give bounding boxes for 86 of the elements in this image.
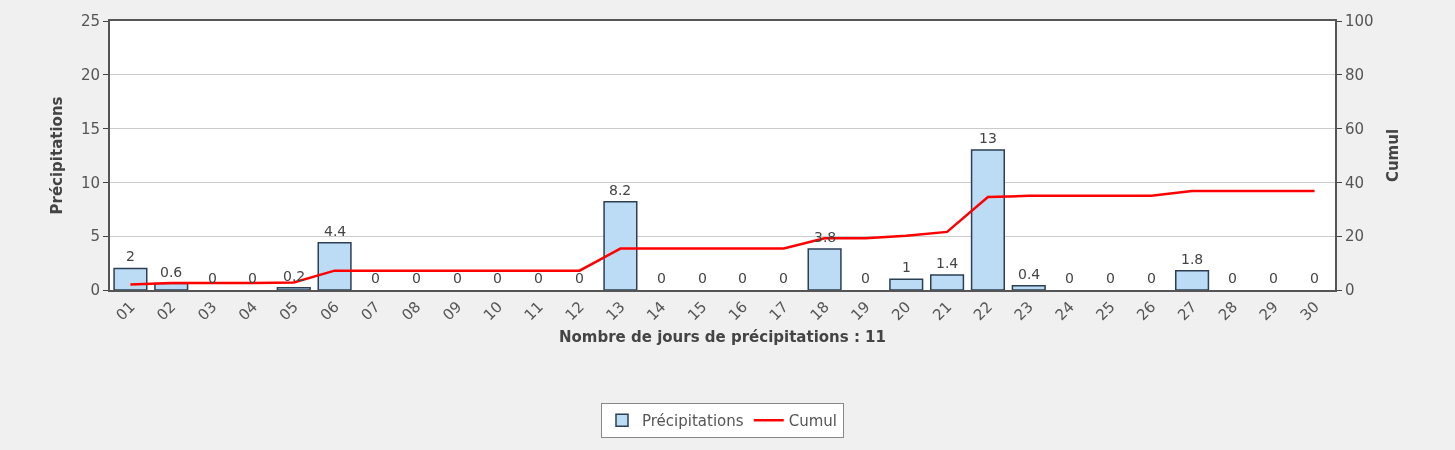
x-tick-label: 18 <box>806 297 833 325</box>
data-label: 0 <box>779 270 788 286</box>
y-axis-title: Précipitations <box>47 96 66 215</box>
data-label: 0 <box>1106 270 1115 286</box>
y2-tick-label: 0 <box>1345 281 1355 300</box>
legend-label: Cumul <box>788 412 838 431</box>
data-label: 0 <box>575 270 584 286</box>
x-tick-label: 16 <box>724 297 752 325</box>
x-tick-label: 14 <box>643 297 670 325</box>
data-label: 0 <box>1310 270 1319 286</box>
x-tick-label: 17 <box>765 297 792 325</box>
data-label: 0 <box>493 270 502 286</box>
bar <box>113 267 148 290</box>
data-label: 0.6 <box>160 264 183 280</box>
x-tick-label: 11 <box>520 297 547 325</box>
bar <box>930 274 965 290</box>
legend-label: Précipitations <box>642 412 744 431</box>
x-tick-label: 02 <box>153 297 180 325</box>
x-tick-label: 08 <box>398 297 425 325</box>
data-label: 0 <box>208 270 217 286</box>
x-tick-label: 22 <box>969 297 997 325</box>
data-label: 1.8 <box>1181 251 1204 267</box>
data-label: 8.2 <box>609 182 632 198</box>
y2-tick-label: 40 <box>1345 173 1365 192</box>
data-label: 0 <box>738 270 747 286</box>
data-label: 4.4 <box>324 223 347 239</box>
x-tick-label: 13 <box>602 297 629 325</box>
data-label: 0 <box>657 270 666 286</box>
x-tick-label: 28 <box>1214 297 1242 325</box>
y2-tick-label: 80 <box>1345 66 1365 85</box>
x-tick-label: 05 <box>275 297 302 325</box>
x-tick-label: 23 <box>1010 297 1037 325</box>
data-label: 0 <box>453 270 462 286</box>
x-tick-label: 27 <box>1173 297 1201 325</box>
x-tick-label: 12 <box>561 297 588 325</box>
x-tick-label: 01 <box>112 297 139 325</box>
data-label: 0.2 <box>283 268 306 284</box>
data-label: 0 <box>534 270 543 286</box>
x-tick-label: 07 <box>357 297 384 325</box>
data-label: 13 <box>979 130 997 146</box>
bar <box>1011 284 1046 290</box>
data-label: 0 <box>1228 270 1237 286</box>
data-label: 0 <box>412 270 421 286</box>
x-tick-label: 19 <box>847 297 874 325</box>
data-label: 0 <box>861 270 870 286</box>
x-tick-label: 03 <box>193 297 221 325</box>
bar <box>1175 269 1210 290</box>
x-tick-label: 09 <box>438 297 466 325</box>
x-tick-label: 30 <box>1296 297 1323 325</box>
data-label: 0 <box>1065 270 1074 286</box>
data-label: 0 <box>1269 270 1278 286</box>
bar <box>970 149 1005 290</box>
bar <box>603 201 638 290</box>
bar <box>317 241 352 290</box>
y2-axis-title: Cumul <box>1384 128 1403 183</box>
data-label: 1 <box>902 259 911 275</box>
x-tick-label: 10 <box>479 297 507 325</box>
data-label: 0 <box>371 270 380 286</box>
x-tick-label: 21 <box>928 297 956 325</box>
data-label: 0 <box>1147 270 1156 286</box>
y-tick-label: 20 <box>80 66 100 85</box>
data-label: 1.4 <box>936 255 959 271</box>
x-axis-title: Nombre de jours de précipitations : 11 <box>558 327 887 346</box>
x-tick-label: 15 <box>683 297 711 325</box>
bar <box>807 248 842 290</box>
x-tick-label: 24 <box>1051 297 1078 325</box>
y2-tick-label: 100 <box>1345 12 1374 31</box>
bar <box>889 278 924 290</box>
data-label: 0 <box>248 270 257 286</box>
bar <box>276 287 311 290</box>
data-label: 0.4 <box>1018 266 1041 282</box>
x-tick-label: 04 <box>234 297 262 325</box>
x-tick-label: 06 <box>316 297 343 325</box>
y-tick-label: 25 <box>80 12 100 31</box>
data-label: 0 <box>698 270 707 286</box>
data-label: 2 <box>126 248 135 264</box>
y-tick-label: 15 <box>80 119 100 138</box>
x-tick-label: 26 <box>1133 297 1160 325</box>
y-tick-label: 5 <box>90 227 100 246</box>
y-tick-label: 10 <box>80 173 100 192</box>
x-tick-label: 20 <box>888 297 915 325</box>
y2-tick-label: 20 <box>1345 227 1365 246</box>
x-tick-label: 29 <box>1255 297 1282 325</box>
x-tick-label: 25 <box>1092 297 1119 325</box>
y-tick-label: 0 <box>90 281 100 300</box>
y2-tick-label: 60 <box>1345 119 1365 138</box>
